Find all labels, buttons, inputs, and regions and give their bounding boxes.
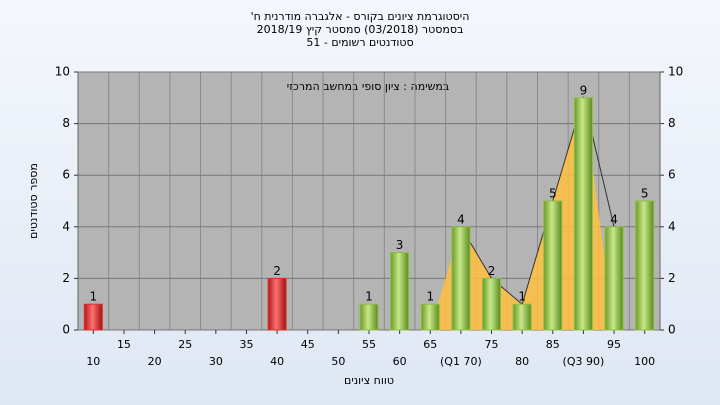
x-tick-label: 55 <box>362 338 376 351</box>
x-tick-label: 65 <box>423 338 437 351</box>
x-tick-label: (Q1 70) <box>440 355 482 368</box>
y-tick-label: 0 <box>62 323 70 337</box>
bar <box>512 303 532 331</box>
data-label: 4 <box>457 212 465 226</box>
x-tick-label: 15 <box>117 338 131 351</box>
bar <box>543 200 563 331</box>
x-tick-label: 40 <box>270 355 284 368</box>
x-tick-label: 100 <box>634 355 655 368</box>
data-label: 1 <box>89 290 97 304</box>
y2-tick-label: 2 <box>668 271 676 285</box>
x-tick-label: 30 <box>209 355 223 368</box>
subtitle: במשימה : ציון סופי במחשב המרכזי <box>287 80 450 93</box>
bar <box>604 226 624 331</box>
y2-tick-label: 8 <box>668 116 676 130</box>
data-label: 1 <box>426 290 434 304</box>
bar <box>390 252 410 331</box>
chart-title: היסטוגרמת ציונים בקורס - אלגברה מודרנית … <box>251 10 470 23</box>
x-axis-label: טווח ציונים <box>344 374 394 387</box>
x-tick-label: 95 <box>607 338 621 351</box>
y-tick-label: 8 <box>62 116 70 130</box>
y-tick-label: 4 <box>62 219 70 233</box>
chart-title: בסמסטר (03/2018) סמסטר קיץ 2018/19 <box>257 23 464 36</box>
bar <box>359 303 379 331</box>
data-label: 2 <box>488 264 496 278</box>
x-tick-label: 80 <box>515 355 529 368</box>
x-tick-label: 10 <box>86 355 100 368</box>
bar <box>573 97 593 331</box>
x-tick-label: 25 <box>178 338 192 351</box>
bar <box>420 303 440 331</box>
x-tick-label: 75 <box>485 338 499 351</box>
y-tick-label: 2 <box>62 271 70 285</box>
x-tick-label: 60 <box>393 355 407 368</box>
data-label: 2 <box>273 264 281 278</box>
data-label: 9 <box>580 83 588 97</box>
y-axis-label: מספר סטודנטים <box>27 163 40 239</box>
x-tick-label: 45 <box>301 338 315 351</box>
bar <box>635 200 655 331</box>
bar <box>451 226 471 331</box>
x-tick-label: (Q3 90) <box>563 355 605 368</box>
y2-tick-label: 10 <box>668 65 683 79</box>
data-label: 5 <box>641 187 649 201</box>
data-label: 5 <box>549 187 557 201</box>
bar <box>83 303 103 331</box>
x-tick-label: 50 <box>331 355 345 368</box>
x-tick-label: 20 <box>148 355 162 368</box>
x-tick-label: 35 <box>239 338 253 351</box>
chart-title: סטודנטים רשומים - 51 <box>306 36 413 49</box>
data-label: 4 <box>610 212 618 226</box>
y2-tick-label: 6 <box>668 168 676 182</box>
bar <box>482 277 502 331</box>
x-tick-label: 85 <box>546 338 560 351</box>
y2-tick-label: 0 <box>668 323 676 337</box>
data-label: 1 <box>518 290 526 304</box>
y2-tick-label: 4 <box>668 219 676 233</box>
data-label: 1 <box>365 290 373 304</box>
quartile-area <box>430 97 615 330</box>
y-tick-label: 10 <box>55 65 70 79</box>
y-tick-label: 6 <box>62 168 70 182</box>
data-label: 3 <box>396 238 404 252</box>
bar <box>267 277 287 331</box>
